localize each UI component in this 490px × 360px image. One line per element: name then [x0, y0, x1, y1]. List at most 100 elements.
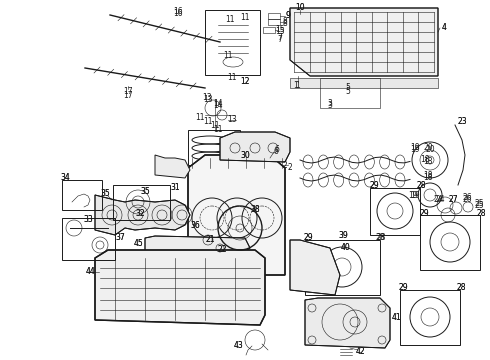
Text: 26: 26 [462, 194, 472, 202]
Text: 5: 5 [345, 84, 350, 93]
Text: 41: 41 [391, 314, 401, 323]
Text: 36: 36 [190, 220, 200, 230]
Text: 19: 19 [410, 144, 420, 153]
Text: 39: 39 [338, 230, 348, 239]
Text: 35: 35 [140, 188, 150, 197]
Text: 29: 29 [303, 234, 313, 243]
Text: 28: 28 [376, 234, 386, 243]
Text: 18: 18 [423, 171, 433, 180]
Polygon shape [305, 298, 390, 348]
Text: 29: 29 [369, 181, 379, 190]
Text: 28: 28 [456, 284, 466, 292]
Text: 6: 6 [274, 145, 279, 154]
Text: 17: 17 [123, 87, 133, 96]
Text: 24: 24 [435, 195, 445, 204]
Bar [420, 215, 480, 270]
Text: 10: 10 [295, 3, 305, 12]
Text: 25: 25 [474, 198, 484, 207]
Text: 15: 15 [275, 26, 285, 35]
Text: 29: 29 [303, 234, 313, 243]
Text: 9: 9 [286, 12, 291, 21]
Text: 28: 28 [476, 208, 486, 217]
Polygon shape [290, 8, 438, 76]
Text: 25: 25 [474, 201, 484, 210]
Text: 11: 11 [213, 126, 223, 135]
Polygon shape [290, 240, 340, 295]
Text: 31: 31 [170, 184, 180, 193]
Text: 34: 34 [60, 174, 70, 183]
Text: 4: 4 [441, 23, 446, 32]
Text: 19: 19 [410, 190, 420, 199]
Text: 7: 7 [277, 33, 282, 42]
Text: 6: 6 [273, 147, 278, 156]
Text: 12: 12 [240, 77, 250, 86]
Text: 4: 4 [441, 23, 446, 32]
Text: 16: 16 [173, 9, 183, 18]
Text: 35: 35 [140, 188, 150, 197]
Text: 1: 1 [294, 81, 298, 90]
Bar [113, 185, 170, 220]
Bar [62, 218, 115, 260]
Text: 38: 38 [250, 206, 260, 215]
Text: 11: 11 [203, 117, 213, 126]
Text: 31: 31 [170, 184, 180, 193]
Bar [400, 290, 460, 345]
Text: 29: 29 [398, 284, 408, 292]
Text: 36: 36 [190, 220, 200, 230]
Text: 28: 28 [416, 181, 426, 190]
Text: 37: 37 [115, 234, 125, 243]
Text: 24: 24 [433, 195, 443, 204]
Text: 38: 38 [250, 206, 260, 215]
Text: 28: 28 [416, 181, 426, 190]
Text: 22: 22 [217, 246, 227, 255]
Polygon shape [155, 155, 190, 178]
Polygon shape [145, 236, 250, 255]
Text: 35: 35 [100, 189, 110, 198]
Text: 37: 37 [115, 234, 125, 243]
Bar [62, 180, 102, 210]
Text: 45: 45 [133, 239, 143, 248]
Polygon shape [95, 250, 265, 325]
Text: 16: 16 [173, 8, 183, 17]
Text: 34: 34 [60, 174, 70, 183]
Polygon shape [220, 132, 290, 162]
Text: 32: 32 [135, 208, 145, 217]
Text: 33: 33 [83, 216, 93, 225]
Text: 32: 32 [135, 208, 145, 217]
Text: 11: 11 [210, 121, 220, 130]
Text: 29: 29 [419, 208, 429, 217]
Text: 28: 28 [476, 208, 486, 217]
Text: 27: 27 [448, 195, 458, 204]
Bar [305, 240, 380, 295]
Text: 11: 11 [225, 15, 235, 24]
Polygon shape [188, 155, 285, 275]
Text: 23: 23 [457, 117, 467, 126]
Text: 21: 21 [205, 235, 215, 244]
Text: 43: 43 [233, 341, 243, 350]
Text: 21: 21 [205, 235, 215, 244]
Text: 29: 29 [398, 284, 408, 292]
Text: 3: 3 [327, 100, 332, 109]
Text: 28: 28 [375, 234, 385, 243]
Text: 27: 27 [448, 194, 458, 203]
Text: 41: 41 [391, 314, 401, 323]
Text: 17: 17 [123, 90, 133, 99]
Text: 44: 44 [85, 267, 95, 276]
Text: 20: 20 [423, 144, 433, 153]
Text: 18: 18 [423, 158, 433, 166]
Text: 22: 22 [217, 246, 227, 255]
Text: 13: 13 [227, 116, 237, 125]
Text: 1: 1 [295, 81, 300, 90]
Text: 30: 30 [240, 150, 250, 159]
Text: 14: 14 [213, 102, 223, 111]
Text: 15: 15 [275, 27, 285, 36]
Bar [370, 188, 420, 235]
Bar [205, 10, 260, 75]
Text: 42: 42 [355, 347, 365, 356]
Text: 5: 5 [345, 87, 350, 96]
Bar [320, 78, 380, 108]
Text: 45: 45 [133, 239, 143, 248]
Text: 35: 35 [100, 189, 110, 198]
Text: 11: 11 [223, 50, 233, 59]
Text: 23: 23 [457, 117, 467, 126]
